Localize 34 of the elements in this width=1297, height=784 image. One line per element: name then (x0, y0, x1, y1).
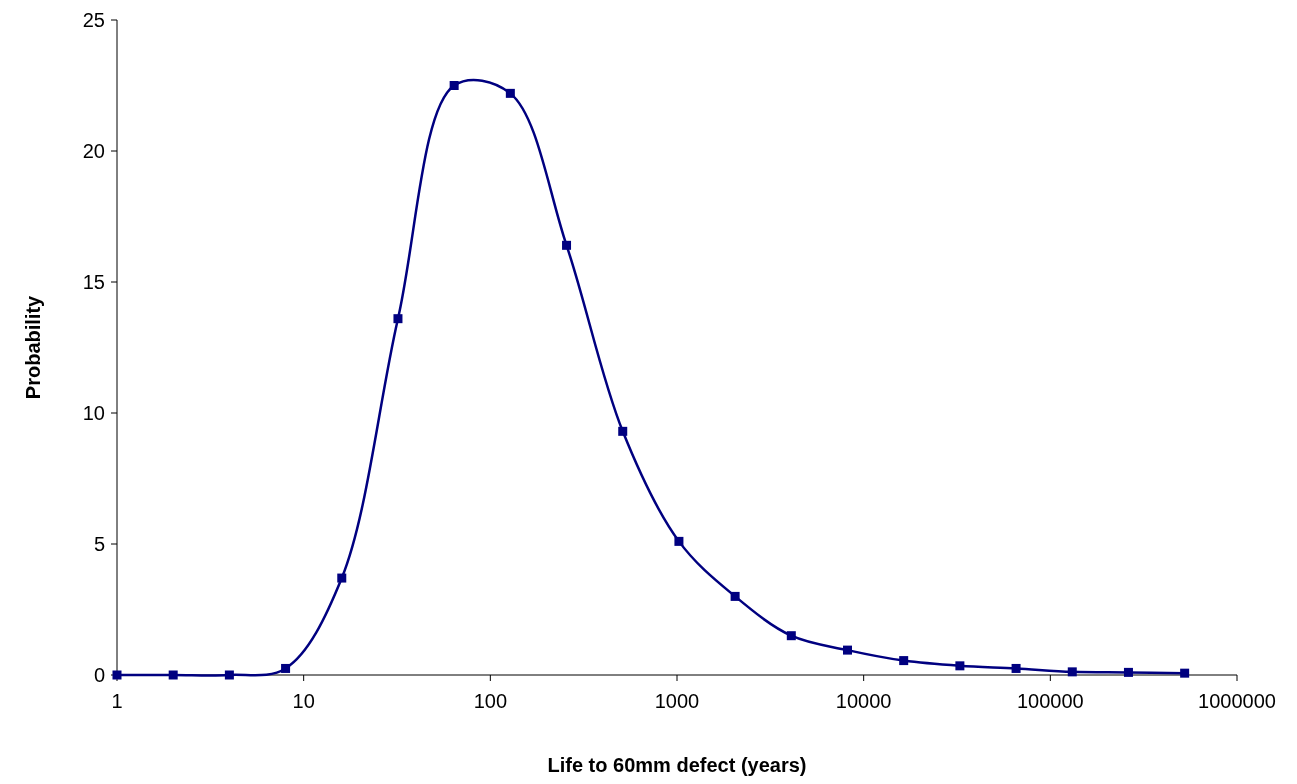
x-tick-label: 10 (292, 690, 315, 712)
y-tick-label: 0 (93, 664, 105, 686)
point (281, 663, 291, 673)
point (393, 314, 403, 324)
y-axis-title: Probability (22, 294, 44, 400)
y-tick-label: 20 (82, 140, 105, 162)
y-tick-label: 25 (82, 9, 105, 31)
point (730, 591, 740, 601)
x-tick-label: 1 (111, 690, 123, 712)
point (1067, 667, 1077, 677)
point (618, 426, 628, 436)
point (337, 573, 347, 583)
point (1180, 668, 1190, 678)
point (674, 536, 684, 546)
point (899, 656, 909, 666)
point (955, 661, 965, 671)
x-tick-label: 100 (473, 690, 508, 712)
y-tick-label: 10 (82, 402, 105, 424)
x-tick-label: 100000 (1016, 690, 1084, 712)
x-axis-title: Life to 60mm defect (years) (547, 754, 807, 776)
x-tick-label: 10000 (835, 690, 892, 712)
point (168, 670, 178, 680)
point (843, 645, 852, 655)
point (562, 240, 572, 250)
x-tick-label: 1000 (654, 690, 700, 712)
point (505, 88, 515, 98)
x-tick-label: 1000000 (1198, 690, 1276, 712)
y-tick-label: 5 (93, 533, 105, 555)
point (449, 81, 459, 90)
y-tick-label: 15 (82, 271, 105, 293)
point (1011, 663, 1021, 673)
point (1123, 667, 1133, 677)
point (224, 670, 234, 680)
point (786, 631, 796, 641)
